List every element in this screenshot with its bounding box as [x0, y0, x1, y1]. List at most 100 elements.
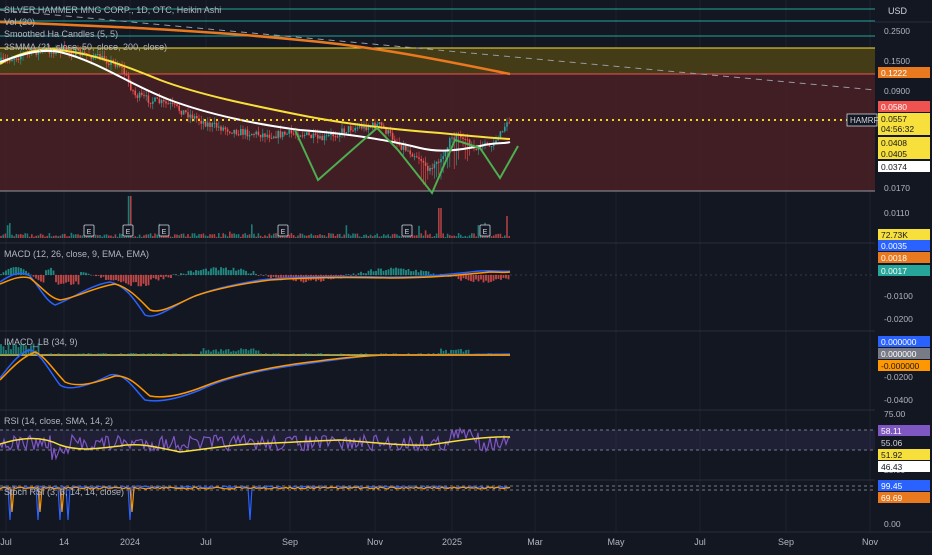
volume-bar [220, 237, 222, 238]
macd-histogram-bar [73, 275, 75, 284]
macd-histogram-bar [495, 275, 497, 279]
volume-bar [196, 236, 198, 238]
time-tick-label: 2024 [120, 537, 140, 547]
macd-histogram-bar [245, 271, 247, 275]
candle-body [194, 116, 196, 119]
axis-value-label: 0.0408 [881, 138, 907, 148]
macd-histogram-bar [425, 271, 427, 275]
candle-body [214, 123, 216, 124]
time-tick-label: Sep [282, 537, 298, 547]
imacd-histogram-bar [83, 353, 85, 355]
volume-bar [97, 235, 99, 238]
legend-imacd: IMACD_LB (34, 9) [4, 337, 78, 347]
volume-bar [152, 236, 154, 238]
volume-bar [363, 235, 365, 238]
imacd-histogram-bar [173, 353, 175, 355]
imacd-histogram-bar [268, 354, 270, 355]
macd-histogram-bar [158, 275, 160, 280]
axis-value-label: 0.0405 [881, 149, 907, 159]
candle-body [403, 146, 405, 150]
candle-body [106, 61, 108, 63]
axis-value-label: 0.000000 [881, 337, 917, 347]
candle-body [359, 126, 361, 127]
macd-histogram-bar [388, 269, 390, 275]
macd-histogram-bar [203, 269, 205, 275]
macd-histogram-bar [43, 275, 45, 282]
right-price-axis[interactable]: USD 0.25000.15000.09000.01700.0110-0.010… [875, 0, 932, 550]
volume-bar [317, 235, 319, 238]
candle-body [209, 123, 211, 127]
volume-bar [145, 234, 147, 238]
volume-bar [313, 235, 315, 238]
macd-histogram-bar [375, 271, 377, 275]
macd-histogram-bar [183, 274, 185, 275]
macd-histogram-bar [125, 275, 127, 283]
imacd-histogram-bar [43, 354, 45, 355]
time-tick-label: Nov [367, 537, 384, 547]
macd-histogram-bar [380, 269, 382, 275]
imacd-histogram-bar [133, 353, 135, 355]
macd-histogram-bar [150, 275, 152, 279]
imacd-histogram-bar [160, 354, 162, 355]
imacd-histogram-bar [213, 350, 215, 355]
volume-bar [77, 234, 79, 238]
imacd-histogram-bar [78, 354, 80, 355]
axis-value-label: 99.45 [881, 481, 903, 491]
candle-body [145, 95, 147, 96]
volume-bar [396, 234, 398, 238]
volume-bar [398, 236, 400, 238]
earnings-marker-label: E [87, 229, 92, 236]
volume-bar [242, 234, 244, 238]
volume-bar [429, 234, 431, 238]
volume-bar [203, 233, 205, 238]
imacd-histogram-bar [73, 354, 75, 355]
macd-histogram-bar [355, 275, 357, 276]
candle-body [240, 129, 242, 135]
macd-histogram-bar [88, 274, 90, 275]
volume-bar [240, 237, 242, 238]
macd-histogram-bar [268, 275, 270, 277]
candle-body [165, 101, 167, 103]
volume-bar [139, 235, 141, 238]
macd-histogram-bar [143, 275, 145, 284]
candle-body [225, 128, 227, 130]
imacd-histogram-bar [258, 350, 260, 355]
macd-histogram-bar [485, 275, 487, 281]
macd-histogram-bar [395, 268, 397, 275]
volume-bar [66, 236, 68, 238]
axis-tick-label: -0.0200 [884, 314, 913, 324]
imacd-histogram-bar [310, 354, 312, 355]
macd-histogram-bar [345, 274, 347, 275]
candle-body [313, 134, 315, 138]
volume-bar [112, 237, 114, 238]
candle-body [379, 122, 381, 124]
volume-bar [176, 235, 178, 238]
volume-bar [390, 236, 392, 238]
volume-bar [236, 234, 238, 238]
volume-bar [491, 236, 493, 238]
legend-stoch: Stoch RSI (3, 3, 14, 14, close) [4, 487, 124, 497]
macd-histogram-bar [8, 269, 10, 275]
macd-histogram-bar [365, 273, 367, 275]
imacd-histogram-bar [80, 354, 82, 355]
macd-histogram-bar [153, 275, 155, 278]
macd-histogram-bar [180, 273, 182, 275]
volume-bar [341, 237, 343, 238]
time-tick-label: 14 [59, 537, 69, 547]
macd-histogram-bar [78, 275, 80, 284]
axis-value-label: 55.06 [881, 438, 903, 448]
macd-histogram-bar [250, 273, 252, 275]
time-tick-label: May [607, 537, 625, 547]
macd-histogram-bar [60, 275, 62, 284]
candle-body [317, 135, 319, 139]
volume-bar [467, 237, 469, 238]
macd-histogram-bar [400, 268, 402, 275]
macd-histogram-bar [160, 275, 162, 277]
candle-body [108, 64, 110, 65]
axis-value-label: 0.0580 [881, 102, 907, 112]
macd-histogram-bar [398, 268, 400, 275]
macd-histogram-bar [265, 275, 267, 276]
macd-histogram-bar [473, 275, 475, 282]
